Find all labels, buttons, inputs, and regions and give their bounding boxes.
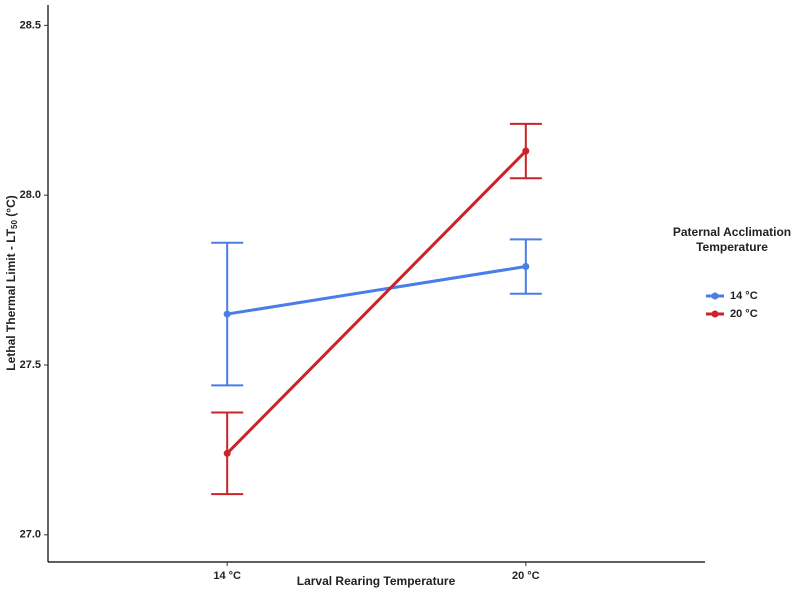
y-tick-label: 27.0 [20,529,41,541]
x-tick-label: 14 °C [213,570,241,582]
y-title-subscript: 50 [10,220,19,229]
legend-title: Temperature [696,240,768,254]
point [522,263,530,271]
legend-swatch-point [711,292,719,300]
y-tick-label: 28.0 [20,189,41,201]
x-tick-label: 20 °C [512,570,540,582]
y-tick-label: 27.5 [20,359,41,371]
point [522,147,530,155]
legend-label: 20 °C [730,308,758,320]
point [223,310,231,318]
y-title-main: Lethal Thermal Limit - LT [4,228,18,370]
y-axis-title: Lethal Thermal Limit - LT50 (°C) [4,195,19,371]
x-axis-title: Larval Rearing Temperature [297,574,456,588]
legend-label: 14 °C [730,290,758,302]
y-title-unit: (°C) [4,195,18,220]
series-line [226,149,527,455]
legend-swatch-point [711,310,719,318]
series-line [226,265,527,316]
legend-title: Paternal Acclimation [673,225,791,239]
point [223,449,231,457]
y-tick-label: 28.5 [20,19,41,31]
